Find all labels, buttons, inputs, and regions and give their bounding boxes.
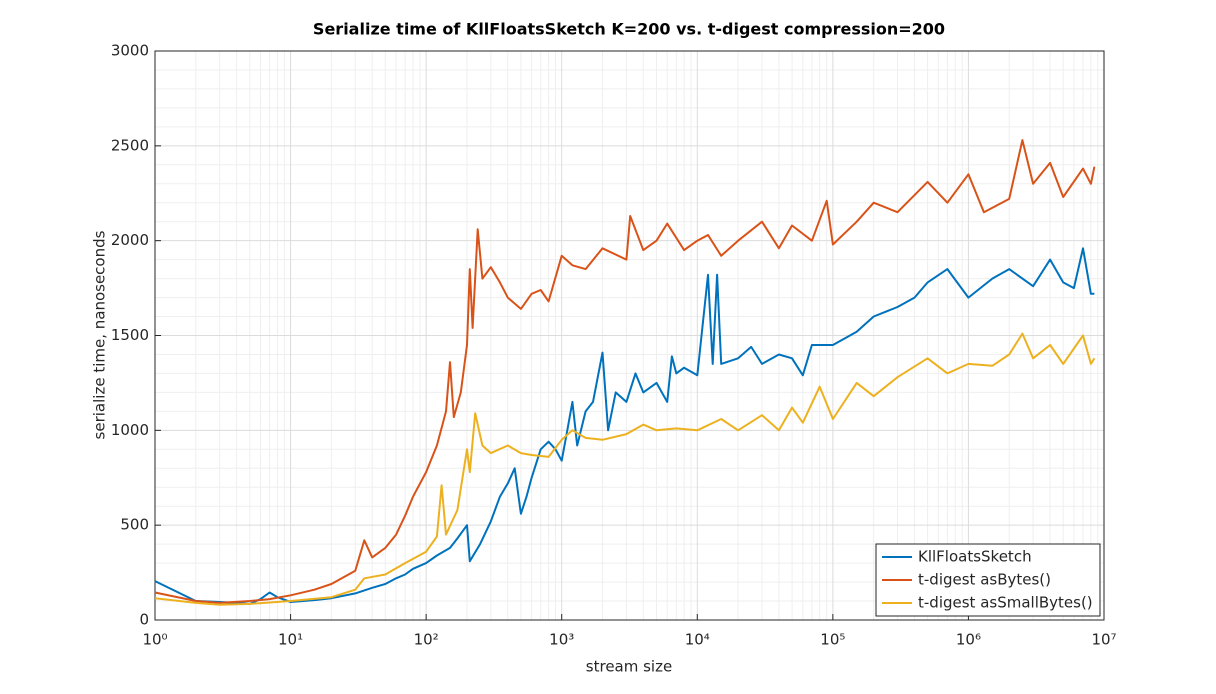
x-tick-label: 10⁴ (685, 631, 710, 649)
legend-label: t-digest asBytes() (918, 571, 1051, 589)
legend-box (875, 543, 1101, 617)
x-tick-label: 10² (414, 631, 439, 649)
series-line (154, 332, 1096, 606)
y-tick-label: 0 (139, 611, 149, 629)
x-tick-label: 10⁵ (820, 631, 845, 649)
legend: KllFloatsSketch t-digest asBytes() t-diges… (875, 543, 1101, 617)
grid (154, 50, 1105, 621)
x-axis-label: stream size (586, 658, 672, 676)
x-tick-label: 10⁰ (142, 631, 167, 649)
y-tick-label: 3000 (111, 42, 149, 60)
legend-label: KllFloatsSketch (918, 548, 1032, 566)
plot-frame (154, 50, 1105, 621)
series-line (154, 139, 1096, 604)
y-tick-label: 2500 (111, 136, 149, 154)
y-tick-label: 1500 (111, 326, 149, 344)
y-tick-label: 500 (120, 516, 149, 534)
y-tick-label: 2000 (111, 231, 149, 249)
chart-title: Serialize time of KllFloatsSketch K=200 … (313, 20, 945, 39)
x-tick-label: 10¹ (278, 631, 303, 649)
x-tick-label: 10⁷ (1091, 631, 1116, 649)
x-tick-label: 10³ (549, 631, 574, 649)
legend-label: t-digest asSmallBytes() (918, 594, 1093, 612)
series-line (154, 247, 1095, 605)
y-axis-label: serialize time, nanoseconds (91, 230, 109, 439)
y-tick-label: 1000 (111, 421, 149, 439)
x-tick-label: 10⁶ (956, 631, 981, 649)
